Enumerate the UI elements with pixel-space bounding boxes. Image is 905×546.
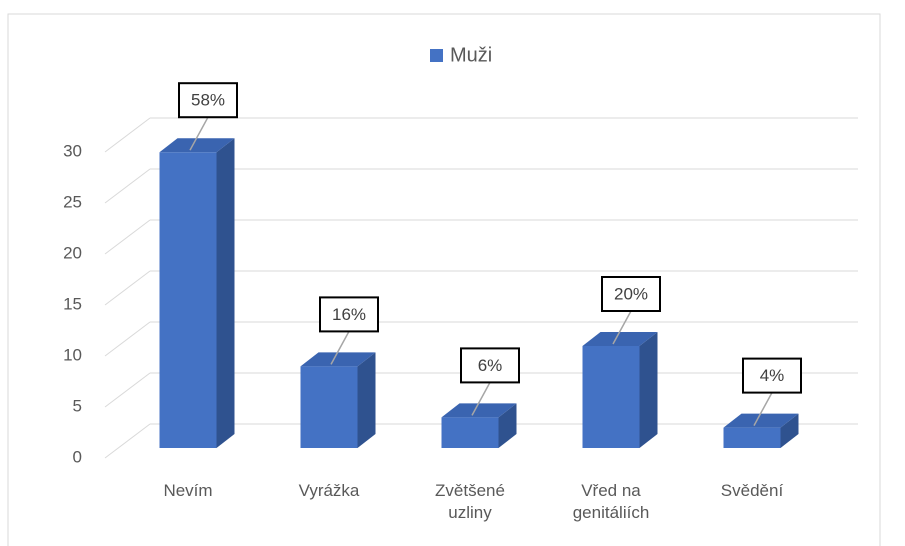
y-tick-label: 10 xyxy=(63,345,82,364)
y-tick-label: 20 xyxy=(63,243,82,262)
chart-frame xyxy=(7,13,881,546)
annotation: 20% xyxy=(614,284,648,303)
bar-front xyxy=(441,417,499,448)
bar-front xyxy=(300,366,358,448)
leader-line xyxy=(471,382,491,416)
x-tick-label: Svědění xyxy=(720,481,784,500)
bar xyxy=(159,138,235,448)
y-tick-label: 5 xyxy=(73,396,82,415)
bar-top xyxy=(582,332,658,346)
bar-side xyxy=(780,413,799,448)
annotation-box xyxy=(601,276,661,312)
annotation-box xyxy=(460,347,520,384)
grid-line-side xyxy=(104,372,151,408)
annotation: 6% xyxy=(478,356,503,375)
bar-top xyxy=(441,403,517,418)
bar-front xyxy=(723,427,781,448)
grid-line-side xyxy=(104,168,151,204)
annotation-box xyxy=(742,357,802,394)
grid-line-side xyxy=(104,219,151,255)
y-tick-label: 25 xyxy=(63,192,82,211)
annotation: 16% xyxy=(332,305,366,324)
x-tick-label: Nevím xyxy=(163,481,213,500)
annotation: 4% xyxy=(760,366,785,385)
bar-top xyxy=(723,413,799,428)
leader-line xyxy=(753,392,773,426)
annotation: 58% xyxy=(191,91,225,110)
annotation-box xyxy=(319,296,379,333)
bar-front xyxy=(582,346,640,448)
leader-line xyxy=(612,310,632,345)
bar-side xyxy=(498,403,517,448)
legend-swatch xyxy=(430,49,443,62)
grid-line-side xyxy=(104,321,151,357)
x-tick-label: Zvětšené uzliny xyxy=(435,481,505,522)
leader-line xyxy=(189,116,209,151)
bar xyxy=(300,352,376,448)
annotation-box xyxy=(178,82,238,119)
y-tick-label: 15 xyxy=(63,294,82,313)
bar-side xyxy=(357,352,376,448)
bar-top xyxy=(300,352,376,367)
bar-side xyxy=(216,138,235,448)
grid-line-side xyxy=(104,117,151,153)
x-tick-label: Vřed na genitáliích xyxy=(572,481,650,522)
leader-line xyxy=(330,331,350,365)
legend-label: Muži xyxy=(450,44,492,66)
y-tick-label: 0 xyxy=(73,447,82,466)
bar-side xyxy=(639,332,658,448)
y-tick-label: 30 xyxy=(63,141,82,160)
bar xyxy=(723,413,799,448)
bar xyxy=(582,332,658,448)
grid-line-side xyxy=(104,423,151,459)
bar xyxy=(441,403,517,448)
bar-top xyxy=(159,138,235,153)
grid-line-side xyxy=(104,270,151,306)
x-tick-label: Vyrážka xyxy=(298,481,360,500)
bar-front xyxy=(159,152,217,448)
